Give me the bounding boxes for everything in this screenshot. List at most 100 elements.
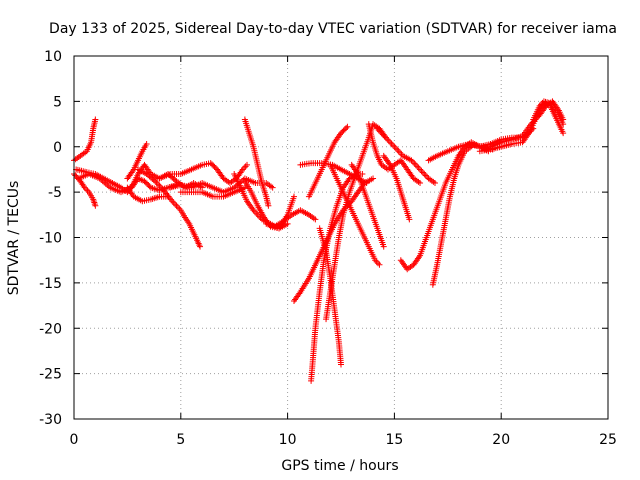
data-point	[552, 105, 559, 112]
data-point	[385, 137, 392, 144]
data-point	[549, 103, 556, 110]
data-point	[422, 172, 429, 179]
data-point	[141, 178, 148, 185]
data-point	[284, 220, 291, 227]
data-point	[269, 184, 276, 191]
axis-ticks: 0 5 10 15 20 25 10 5 0 -5 -10 -15 -20 -25 -30	[39, 49, 617, 448]
data-point	[338, 130, 344, 137]
data-point	[417, 166, 424, 173]
y-tick-label: 0	[53, 140, 62, 156]
data-point	[392, 145, 399, 152]
series-arc-ab	[425, 125, 537, 164]
data-point	[560, 121, 567, 128]
y-axis-label: SDTVAR / TECUs	[6, 181, 22, 296]
data-point	[340, 127, 347, 134]
data-point	[363, 180, 370, 187]
data-points	[71, 98, 567, 384]
series-arc-p	[308, 170, 366, 384]
data-point	[370, 175, 377, 182]
data-point	[144, 180, 151, 187]
data-point	[208, 161, 215, 168]
data-point	[411, 160, 418, 167]
series-arc-g	[135, 166, 204, 250]
x-tick-label: 10	[279, 432, 297, 448]
data-point	[172, 177, 179, 184]
data-point	[291, 193, 298, 200]
data-point	[265, 202, 272, 209]
data-point	[380, 243, 387, 250]
data-point	[419, 169, 426, 176]
data-point	[242, 163, 249, 170]
data-point	[406, 216, 413, 223]
data-point	[387, 139, 394, 146]
data-point	[375, 260, 382, 267]
data-point	[339, 128, 346, 135]
chart-title: Day 133 of 2025, Sidereal Day-to-day VTE…	[49, 21, 617, 37]
data-point	[207, 160, 214, 167]
series-arc-u	[327, 161, 383, 268]
data-point	[421, 170, 428, 177]
series-arc-x	[374, 125, 438, 187]
x-tick-label: 5	[176, 432, 185, 448]
data-point	[172, 201, 179, 208]
series-arc-i	[167, 175, 276, 196]
data-point	[338, 361, 344, 368]
data-point	[389, 142, 396, 149]
y-tick-label: 5	[53, 94, 62, 110]
y-tick-label: -15	[39, 276, 62, 292]
data-point	[197, 243, 204, 250]
series-arc-j	[177, 184, 248, 200]
data-point	[174, 204, 181, 211]
series-arc-n	[263, 207, 319, 230]
series-arc-w	[365, 121, 424, 187]
data-point	[397, 149, 404, 156]
data-point	[395, 148, 402, 155]
series-arc-h	[156, 160, 251, 187]
series-arc-a	[71, 116, 99, 164]
series-arc-y	[380, 152, 413, 223]
data-point	[92, 202, 99, 209]
data-point	[415, 164, 422, 171]
data-point	[170, 199, 177, 206]
data-point	[153, 179, 160, 186]
data-point	[143, 141, 150, 148]
data-point	[344, 123, 351, 130]
series-arc-r	[316, 225, 344, 368]
data-point	[551, 104, 558, 111]
x-tick-label: 25	[599, 432, 617, 448]
x-tick-label: 15	[385, 432, 403, 448]
x-tick-label: 0	[70, 432, 79, 448]
data-point	[560, 130, 567, 137]
data-point	[391, 143, 398, 150]
data-point	[394, 146, 401, 153]
y-tick-label: -25	[39, 367, 62, 383]
data-point	[547, 100, 554, 107]
y-tick-label: -5	[48, 185, 62, 201]
data-point	[142, 179, 149, 186]
data-point	[341, 126, 348, 133]
y-tick-label: -20	[39, 321, 62, 337]
data-point	[388, 140, 395, 147]
data-point	[195, 240, 202, 247]
y-tick-label: -30	[39, 412, 62, 428]
series-arc-v	[348, 161, 387, 250]
data-point	[412, 161, 419, 168]
data-point	[417, 180, 424, 187]
data-point	[418, 167, 425, 174]
x-tick-label: 20	[492, 432, 510, 448]
data-point	[210, 162, 217, 169]
data-point	[145, 182, 152, 189]
data-point	[173, 202, 180, 209]
data-point	[312, 216, 319, 223]
series-arc-k	[241, 116, 272, 209]
y-tick-label: 10	[44, 49, 62, 65]
series-arc-aa	[429, 141, 496, 288]
data-point	[92, 116, 99, 123]
data-point	[244, 161, 251, 168]
series-arc-ae	[530, 98, 567, 128]
data-point	[414, 163, 421, 170]
data-point	[343, 125, 350, 132]
data-point	[548, 101, 555, 108]
data-point	[72, 172, 79, 179]
